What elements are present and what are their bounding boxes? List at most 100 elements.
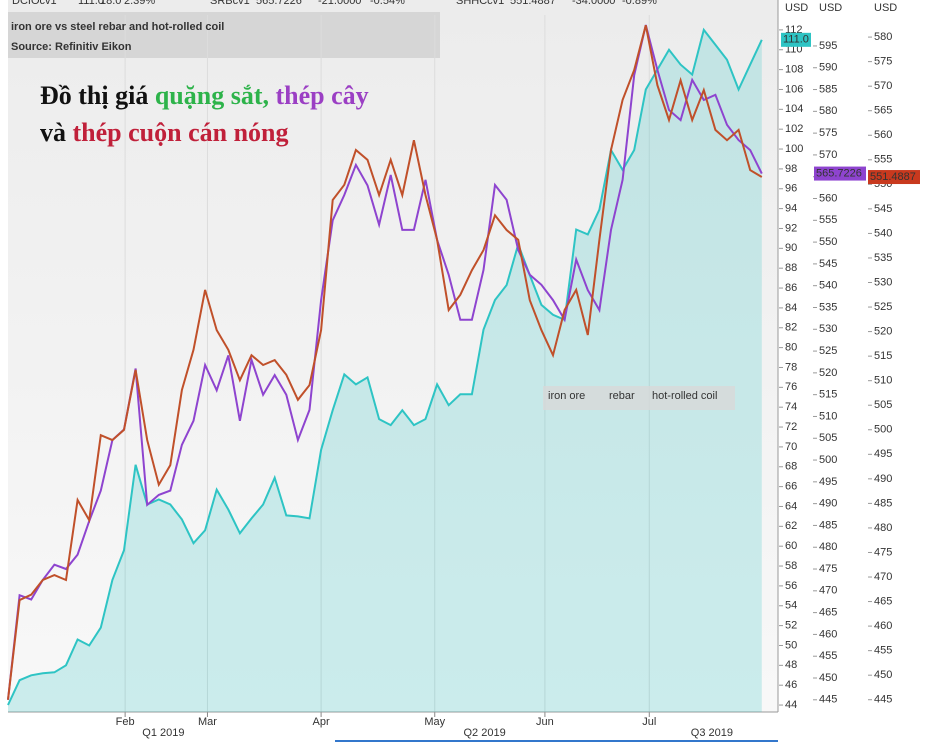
y-tick-label: 525 [874, 301, 892, 313]
y-tick-label: 560 [874, 129, 892, 141]
legend-label: iron ore [548, 390, 585, 402]
header-item: SRBcv1 [210, 0, 250, 7]
y-tick-label: 455 [874, 645, 892, 657]
y-tick-label: 106 [785, 83, 803, 95]
y-tick-label: 98 [785, 163, 797, 175]
y-tick-label: 50 [785, 639, 797, 651]
header-item: 18.0 [100, 0, 121, 7]
y-tick-label: 112 [785, 24, 803, 36]
legend-box [543, 386, 735, 410]
header-item: 565.7226 [256, 0, 302, 7]
title-box [8, 12, 440, 58]
area [8, 29, 762, 712]
y-tick-label: 90 [785, 242, 797, 254]
y-tick-label: 46 [785, 679, 797, 691]
y-tick-label: 585 [819, 83, 837, 95]
y-tick-label: 92 [785, 222, 797, 234]
axis-unit: USD [874, 2, 897, 14]
y-tick-label: 48 [785, 659, 797, 671]
x-tick-label: Apr [313, 716, 330, 728]
y-tick-label: 94 [785, 203, 797, 215]
y-tick-label: 460 [819, 628, 837, 640]
y-tick-label: 465 [819, 607, 837, 619]
y-tick-label: 510 [819, 410, 837, 422]
x-tick-label: May [424, 716, 445, 728]
y-tick-label: 540 [819, 280, 837, 292]
annotation-part: thép cuộn cán nóng [73, 118, 289, 147]
y-tick-label: 535 [819, 301, 837, 313]
end-label: 551.4887 [870, 171, 916, 183]
y-tick-label: 490 [874, 473, 892, 485]
y-tick-label: 580 [874, 31, 892, 43]
header-item: -34.0000 [572, 0, 615, 7]
y-tick-label: 108 [785, 64, 803, 76]
x-quarter-label: Q3 2019 [691, 727, 733, 739]
annotation: và thép cuộn cán nóng [40, 118, 289, 147]
y-tick-label: 520 [819, 367, 837, 379]
y-tick-label: 72 [785, 421, 797, 433]
y-tick-label: 500 [819, 454, 837, 466]
y-tick-label: 590 [819, 62, 837, 74]
y-tick-label: 515 [874, 350, 892, 362]
y-tick-label: 545 [819, 258, 837, 270]
y-tick-label: 70 [785, 441, 797, 453]
y-tick-label: 96 [785, 183, 797, 195]
line [7, 27, 763, 706]
y-tick-label: 580 [819, 105, 837, 117]
header-item: -21.0000 [318, 0, 361, 7]
header-item: 111.0 [78, 0, 104, 7]
header-item: 2.39% [124, 0, 155, 7]
y-tick-label: 535 [874, 252, 892, 264]
header-item: SHHCcv1 [456, 0, 504, 7]
y-tick-label: 102 [785, 123, 803, 135]
annotation-part: quặng sắt, [155, 81, 269, 110]
y-tick-label: 485 [874, 497, 892, 509]
end-label: 111.0 [783, 34, 809, 46]
y-tick-label: 88 [785, 262, 797, 274]
y-tick-label: 530 [874, 276, 892, 288]
y-tick-label: 78 [785, 361, 797, 373]
axis-unit: USD [785, 2, 808, 14]
y-tick-label: 480 [874, 522, 892, 534]
y-tick-label: 76 [785, 381, 797, 393]
y-tick-label: 550 [819, 236, 837, 248]
y-tick-label: 495 [874, 448, 892, 460]
y-tick-label: 84 [785, 302, 797, 314]
y-tick-label: 565 [874, 105, 892, 117]
header-item: -0.54% [370, 0, 405, 7]
y-tick-label: 60 [785, 540, 797, 552]
y-tick-label: 455 [819, 650, 837, 662]
y-tick-label: 530 [819, 323, 837, 335]
annotation: Đồ thị giá quặng sắt, thép cây [40, 81, 369, 110]
x-tick-label: Jul [642, 716, 656, 728]
end-tag [868, 170, 920, 185]
x-tick-label: Mar [198, 716, 217, 728]
y-tick-label: 510 [874, 375, 892, 387]
y-tick-label: 505 [874, 399, 892, 411]
annotation-part: Đồ thị giá [40, 81, 155, 110]
y-tick-label: 575 [874, 56, 892, 68]
y-tick-label: 505 [819, 432, 837, 444]
y-tick-label: 520 [874, 326, 892, 338]
y-tick-label: 54 [785, 600, 797, 612]
legend-label: rebar [609, 390, 635, 402]
y-tick-label: 525 [819, 345, 837, 357]
y-tick-label: 555 [819, 214, 837, 226]
y-tick-label: 485 [819, 519, 837, 531]
y-tick-label: 490 [819, 498, 837, 510]
x-quarter-label: Q2 2019 [464, 727, 506, 739]
y-tick-label: 575 [819, 127, 837, 139]
y-tick-label: 56 [785, 580, 797, 592]
y-tick-label: 450 [819, 672, 837, 684]
y-tick-label: 515 [819, 389, 837, 401]
y-tick-label: 540 [874, 227, 892, 239]
y-tick-label: 68 [785, 461, 797, 473]
y-tick-label: 495 [819, 476, 837, 488]
end-tag [814, 166, 866, 181]
y-tick-label: 44 [785, 699, 797, 711]
y-tick-label: 86 [785, 282, 797, 294]
y-tick-label: 500 [874, 424, 892, 436]
y-tick-label: 570 [819, 149, 837, 161]
axis-unit: USD [819, 2, 842, 14]
